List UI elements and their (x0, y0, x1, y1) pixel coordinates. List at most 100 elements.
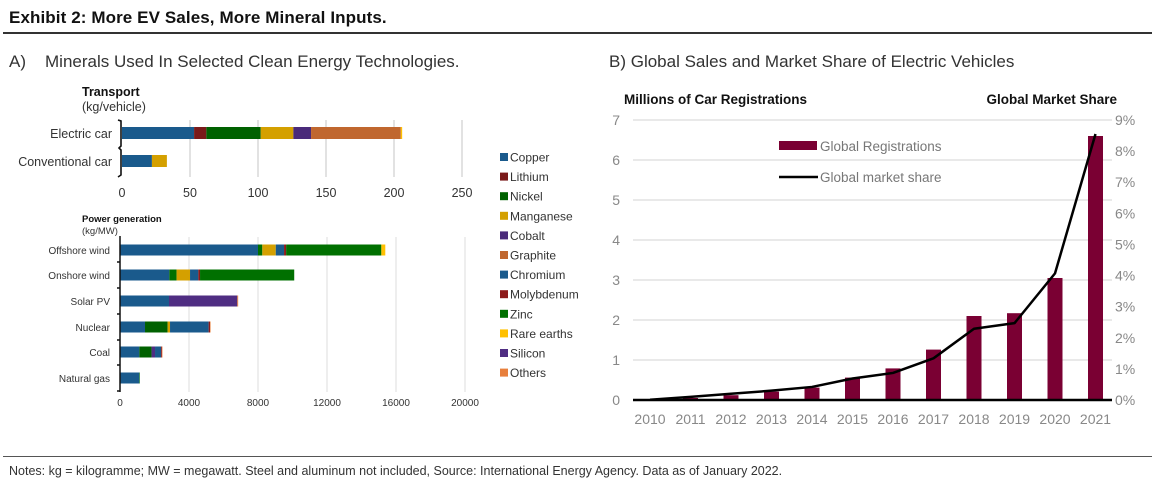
power-bar-copper (120, 295, 169, 307)
ev-left-tick-label: 6 (612, 152, 620, 168)
transport-tick-label: 100 (248, 186, 269, 200)
ev-left-tick-label: 2 (612, 312, 620, 328)
power-category-label: Onshore wind (48, 271, 110, 282)
transport-title: Transport (82, 85, 140, 99)
ev-right-axis-title: Global Market Share (986, 92, 1117, 107)
power-tick-label: 12000 (313, 398, 341, 409)
legend-item-molybdenum: Molybdenum (500, 288, 579, 302)
power-bar-zinc-2 (286, 244, 382, 256)
power-bar-copper (120, 346, 140, 358)
ev-chart: Millions of Car Registrations Global Mark… (612, 92, 1135, 427)
ev-x-tick-label: 2012 (715, 411, 746, 427)
legend-item-nickel: Nickel (500, 190, 543, 204)
ev-x-tick-label: 2017 (918, 411, 949, 427)
power-bar-zinc (169, 269, 177, 281)
transport-axis (117, 119, 122, 178)
ev-right-tick-label: 5% (1115, 236, 1135, 252)
power-tick-label: 0 (117, 398, 123, 409)
legend-swatch-nickel (500, 192, 508, 201)
exhibit-title: Exhibit 2: More EV Sales, More Mineral I… (9, 8, 387, 27)
transport-bar-graphite (311, 127, 401, 139)
legend-label-molybdenum: Molybdenum (510, 288, 579, 302)
ev-right-tick-label: 8% (1115, 143, 1135, 159)
power-bar-chromium (275, 244, 285, 256)
ev-bar-2018 (966, 316, 982, 400)
power-category-label: Natural gas (59, 374, 110, 385)
power-bar-chromium (155, 346, 162, 358)
ev-bar-2021 (1088, 136, 1103, 400)
power-category-label: Coal (89, 348, 110, 359)
transport-bar-copper (122, 127, 195, 139)
ev-left-tick-label: 1 (612, 352, 620, 368)
legend-item-lithium: Lithium (500, 170, 549, 184)
power-bar-molybdenum (284, 244, 287, 256)
ev-x-tick-label: 2010 (634, 411, 665, 427)
transport-bar-lithium (194, 127, 207, 139)
transport-bar-cobalt (293, 127, 312, 139)
ev-left-tick-label: 7 (612, 112, 620, 128)
ev-left-tick-label: 0 (612, 392, 620, 408)
legend-label-silicon: Silicon (510, 347, 545, 361)
power-bar-copper (120, 321, 146, 333)
power-category-label: Solar PV (71, 297, 111, 308)
transport-bar-copper (122, 155, 152, 167)
legend-swatch-cobalt (500, 231, 508, 240)
power-tick-label: 4000 (178, 398, 201, 409)
ev-right-tick-label: 7% (1115, 174, 1135, 190)
power-bar-zinc (139, 372, 140, 384)
legend-item-silicon: Silicon (500, 347, 545, 361)
legend-swatch-zinc (500, 309, 508, 318)
power-tick-label: 16000 (382, 398, 410, 409)
legend-item-chromium: Chromium (500, 268, 565, 282)
ev-legend-label-registrations: Global Registrations (820, 139, 942, 154)
ev-left-tick-label: 3 (612, 272, 620, 288)
power-bar-zinc (258, 244, 263, 256)
ev-x-tick-label: 2016 (877, 411, 908, 427)
ev-legend-item-registrations: Global Registrations (779, 139, 942, 154)
ev-bar-2014 (804, 387, 820, 400)
power-bar-silicon (168, 295, 238, 307)
transport-bar-nickel (206, 127, 261, 139)
power-chart: Power generation(kg/MW) Offshore wind Onsh… (48, 214, 479, 409)
ev-left-tick-label: 4 (612, 232, 620, 248)
legend-swatch-others (500, 368, 508, 377)
power-bar-chromium (190, 269, 199, 281)
header-rule (3, 32, 1152, 34)
legend-item-others: Others (500, 366, 546, 380)
power-category-label: Offshore wind (48, 246, 110, 257)
footer-rule (3, 456, 1152, 457)
power-unit: (kg/MW) (82, 226, 118, 237)
transport-bar-manganese (151, 155, 167, 167)
transport-tick-label: 0 (119, 186, 126, 200)
legend-swatch-molybdenum (500, 290, 508, 299)
power-bar-manganese (167, 321, 171, 333)
transport-category-label: Conventional car (18, 155, 112, 169)
power-bar-nickel (145, 321, 168, 333)
transport-chart: Transport(kg/vehicle) Electric car Convent… (18, 85, 472, 200)
ev-left-tick-label: 5 (612, 192, 620, 208)
legend-label-others: Others (510, 366, 546, 380)
power-category-label: Nuclear (76, 323, 111, 334)
power-bar-zinc-2 (200, 269, 295, 281)
power-bar-manganese (262, 244, 276, 256)
legend-swatch-chromium (500, 270, 508, 279)
legend-item-cobalt: Cobalt (500, 229, 545, 243)
ev-left-axis-title: Millions of Car Registrations (624, 92, 807, 107)
transport-tick-label: 50 (183, 186, 197, 200)
legend-label-manganese: Manganese (510, 209, 573, 223)
power-bar-silicon (151, 346, 156, 358)
power-bar-chromium (170, 321, 209, 333)
legend-item-zinc: Zinc (500, 307, 533, 321)
ev-bar-2013 (764, 391, 779, 400)
ev-right-tick-label: 0% (1115, 392, 1135, 408)
ev-right-tick-label: 6% (1115, 205, 1135, 221)
ev-bar-2016 (885, 368, 901, 400)
transport-tick-label: 250 (452, 186, 473, 200)
legend-swatch-rare-earths (500, 329, 508, 338)
ev-right-tick-label: 2% (1115, 330, 1135, 346)
power-title: Power generation (82, 214, 162, 225)
legend-label-rare-earths: Rare earths (510, 327, 573, 341)
ev-legend-label-market-share: Global market share (820, 170, 942, 185)
legend-item-graphite: Graphite (500, 249, 556, 263)
legend-label-graphite: Graphite (510, 249, 556, 263)
